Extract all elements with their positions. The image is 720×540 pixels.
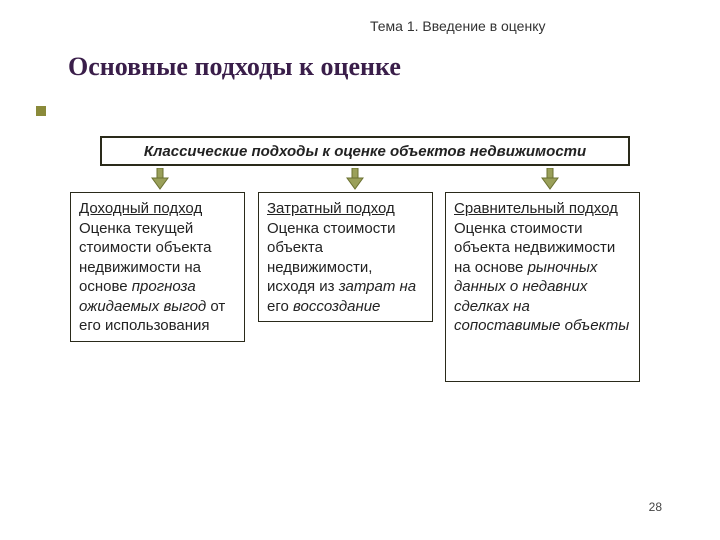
arrow-1 xyxy=(150,168,170,190)
approach-box-1: Доходный подход Оценка текущей стоимости… xyxy=(70,192,245,342)
topic-label: Тема 1. Введение в оценку xyxy=(370,18,545,34)
approach-desc: Оценка стоимости объекта недвижимости, и… xyxy=(267,220,416,315)
approach-box-2: Затратный подход Оценка стоимости объект… xyxy=(258,192,433,322)
approach-title: Сравнительный подход xyxy=(454,199,631,219)
diagram-header-text: Классические подходы к оценке объектов н… xyxy=(144,143,586,160)
approach-box-3: Сравнительный подход Оценка стоимости об… xyxy=(445,192,640,382)
title-bullet xyxy=(36,106,46,116)
text-italic: затрат на xyxy=(339,278,416,295)
approach-title: Доходный подход xyxy=(79,199,236,219)
approach-desc: Оценка стоимости объекта недвижимости на… xyxy=(454,220,629,335)
page-number: 28 xyxy=(649,500,662,514)
text-italic: воссоздание xyxy=(293,298,380,315)
approach-title: Затратный подход xyxy=(267,199,424,219)
diagram-header: Классические подходы к оценке объектов н… xyxy=(100,136,630,166)
slide-title: Основные подходы к оценке xyxy=(68,52,401,82)
arrow-2 xyxy=(345,168,365,190)
text-segment: его xyxy=(267,298,293,315)
approach-desc: Оценка текущей стоимости объекта недвижи… xyxy=(79,220,225,335)
arrow-3 xyxy=(540,168,560,190)
